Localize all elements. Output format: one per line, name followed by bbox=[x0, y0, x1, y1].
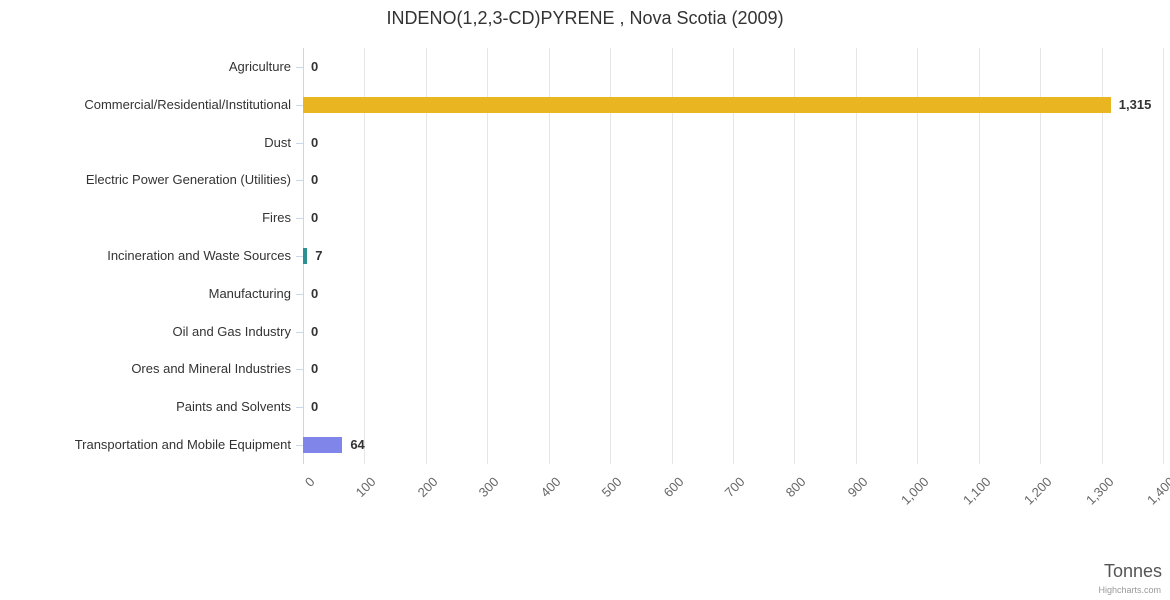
category-tick bbox=[296, 293, 303, 295]
x-tick-label: 1,400 bbox=[1143, 474, 1170, 508]
x-tick-label: 400 bbox=[537, 474, 564, 500]
category-tick bbox=[296, 142, 303, 144]
x-tick-label: 1,100 bbox=[959, 474, 994, 508]
category-label: Oil and Gas Industry bbox=[172, 323, 292, 339]
category-tick bbox=[296, 407, 303, 409]
x-axis-title: Tonnes bbox=[1103, 561, 1162, 581]
value-label: 7 bbox=[315, 248, 323, 263]
x-tick-label: 700 bbox=[721, 474, 748, 500]
gridline bbox=[364, 48, 366, 464]
value-label: 64 bbox=[350, 437, 365, 453]
gridline bbox=[1163, 48, 1164, 464]
category-label: Incineration and Waste Sources bbox=[107, 248, 291, 263]
value-label: 0 bbox=[311, 323, 319, 339]
bar[interactable] bbox=[303, 248, 308, 264]
category-label: Agriculture bbox=[228, 58, 291, 74]
category-label: Fires bbox=[262, 210, 291, 226]
x-tick-label: 900 bbox=[844, 474, 871, 500]
category-tick bbox=[296, 104, 303, 106]
gridline bbox=[1101, 48, 1103, 464]
category-label: Ores and Mineral Industries bbox=[131, 361, 291, 377]
category-label: Dust bbox=[264, 134, 291, 150]
gridline bbox=[917, 48, 919, 464]
category-label: Electric Power Generation (Utilities) bbox=[85, 172, 291, 188]
x-tick-label: 800 bbox=[783, 474, 810, 500]
category-tick bbox=[296, 445, 303, 447]
category-tick bbox=[296, 256, 303, 257]
gridline bbox=[425, 48, 427, 464]
gridline bbox=[1040, 48, 1042, 464]
gridline bbox=[733, 48, 734, 464]
category-tick bbox=[296, 218, 303, 220]
value-label: 1,315 bbox=[1118, 96, 1152, 112]
category-tick bbox=[296, 66, 303, 68]
x-tick-label: 500 bbox=[598, 474, 625, 500]
category-label: Commercial/Residential/Institutional bbox=[84, 96, 291, 112]
value-label: 0 bbox=[311, 399, 319, 415]
category-tick bbox=[296, 369, 303, 371]
category-tick bbox=[296, 180, 303, 182]
value-label: 0 bbox=[311, 210, 319, 226]
bar[interactable] bbox=[303, 96, 1111, 113]
category-tick bbox=[296, 331, 303, 333]
gridline bbox=[548, 48, 550, 464]
value-label: 0 bbox=[311, 361, 319, 377]
gridline bbox=[978, 48, 980, 464]
bar[interactable] bbox=[303, 437, 343, 454]
value-label: 0 bbox=[311, 285, 319, 301]
gridline bbox=[794, 48, 796, 464]
highcharts-credit[interactable]: Highcharts.com bbox=[1098, 585, 1161, 595]
x-tick-label: 1,200 bbox=[1021, 474, 1055, 508]
x-tick-label: 300 bbox=[475, 474, 502, 500]
gridline bbox=[610, 48, 612, 464]
category-label: Paints and Solvents bbox=[176, 399, 291, 415]
category-label: Manufacturing bbox=[208, 285, 291, 301]
category-label: Transportation and Mobile Equipment bbox=[74, 437, 291, 453]
value-label: 0 bbox=[311, 134, 319, 150]
gridline bbox=[487, 48, 489, 464]
value-label: 0 bbox=[311, 172, 319, 188]
x-tick-label: 1,300 bbox=[1082, 474, 1117, 508]
x-tick-label: 200 bbox=[414, 474, 441, 500]
value-label: 0 bbox=[311, 58, 319, 74]
x-tick-label: 600 bbox=[660, 474, 687, 500]
x-tick-label: 1,000 bbox=[898, 474, 932, 508]
gridline bbox=[855, 48, 857, 464]
x-tick-label: 100 bbox=[353, 474, 380, 500]
chart-title: INDENO(1,2,3-CD)PYRENE , Nova Scotia (20… bbox=[386, 8, 784, 28]
x-tick-label: 0 bbox=[301, 474, 318, 490]
gridline bbox=[671, 48, 673, 464]
